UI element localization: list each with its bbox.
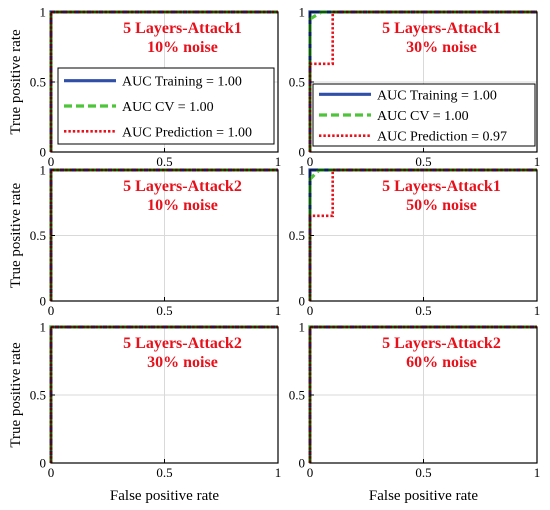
legend-label: AUC CV = 1.00 [122,100,214,115]
y-tick-label: 1 [299,320,306,335]
panel-subtitle: 10% noise [147,39,218,56]
panel-title: 5 Layers-Attack2 [123,335,242,352]
legend-label: AUC CV = 1.00 [377,109,469,124]
y-tick-label: 0.5 [289,388,305,403]
roc-panel-5: 0 0.5 1 0 0.5 1 5 Layers-Attack2 30% noise True … [8,320,281,505]
roc-panel-1: 0 0.5 1 0 0.5 1 5 Layers-Attack1 10% noise True … [8,5,281,170]
panel-subtitle: 30% noise [406,39,477,56]
x-tick-label: 1 [275,465,282,480]
panel-title: 5 Layers-Attack2 [382,335,501,352]
x-tick-label: 0 [48,303,55,318]
x-tick-label: 1 [534,465,541,480]
x-tick-label: 0 [48,465,55,480]
legend-label: AUC Prediction = 0.97 [377,130,507,145]
x-tick-label: 1 [275,303,282,318]
x-axis-label: False positive rate [369,488,478,504]
y-tick-label: 0.5 [30,388,46,403]
panel-subtitle: 10% noise [147,197,218,214]
x-tick-label: 0.5 [415,154,431,169]
x-tick-label: 0.5 [156,303,172,318]
y-tick-label: 1 [40,163,47,178]
y-tick-label: 1 [299,163,306,178]
legend-label: AUC Training = 1.00 [377,88,497,103]
y-axis-label: True positive rate [8,29,24,135]
x-tick-label: 1 [534,154,541,169]
x-tick-label: 0.5 [156,154,172,169]
y-axis-label: True positive rate [8,342,24,448]
roc-panel-3: 0 0.5 1 0 0.5 1 5 Layers-Attack2 10% noise True … [8,163,281,319]
x-tick-label: 1 [534,303,541,318]
x-axis-label: False positive rate [110,488,219,504]
panel-subtitle: 50% noise [406,197,477,214]
y-tick-label: 0 [299,145,306,160]
panel-title: 5 Layers-Attack2 [123,178,242,195]
y-tick-label: 0 [40,456,47,471]
x-tick-label: 0.5 [415,303,431,318]
x-tick-label: 0.5 [156,465,172,480]
y-tick-label: 0 [40,145,47,160]
x-tick-label: 0 [48,154,55,169]
y-tick-label: 0 [40,294,47,309]
y-axis-label: True positive rate [8,183,24,289]
x-tick-label: 0 [307,465,314,480]
legend-label: AUC Prediction = 1.00 [122,125,252,140]
panel-title: 5 Layers-Attack1 [382,178,501,195]
panel-title: 5 Layers-Attack1 [123,20,242,37]
y-tick-label: 1 [40,5,47,20]
y-tick-label: 0.5 [30,75,46,90]
legend-label: AUC Training = 1.00 [122,75,242,90]
y-tick-label: 1 [40,320,47,335]
x-tick-label: 0 [307,154,314,169]
y-tick-label: 0.5 [30,228,46,243]
x-tick-label: 0 [307,303,314,318]
x-tick-label: 0.5 [415,465,431,480]
y-tick-label: 0 [299,456,306,471]
y-tick-label: 0.5 [289,228,305,243]
x-tick-label: 1 [275,154,282,169]
panel-title: 5 Layers-Attack1 [382,20,501,37]
roc-panel-6: 0 0.5 1 0 0.5 1 5 Layers-Attack2 60% noise False… [289,320,541,505]
panel-subtitle: 60% noise [406,354,477,371]
y-tick-label: 0.5 [289,75,305,90]
y-tick-label: 0 [299,294,306,309]
y-tick-label: 1 [299,5,306,20]
panel-subtitle: 30% noise [147,354,218,371]
